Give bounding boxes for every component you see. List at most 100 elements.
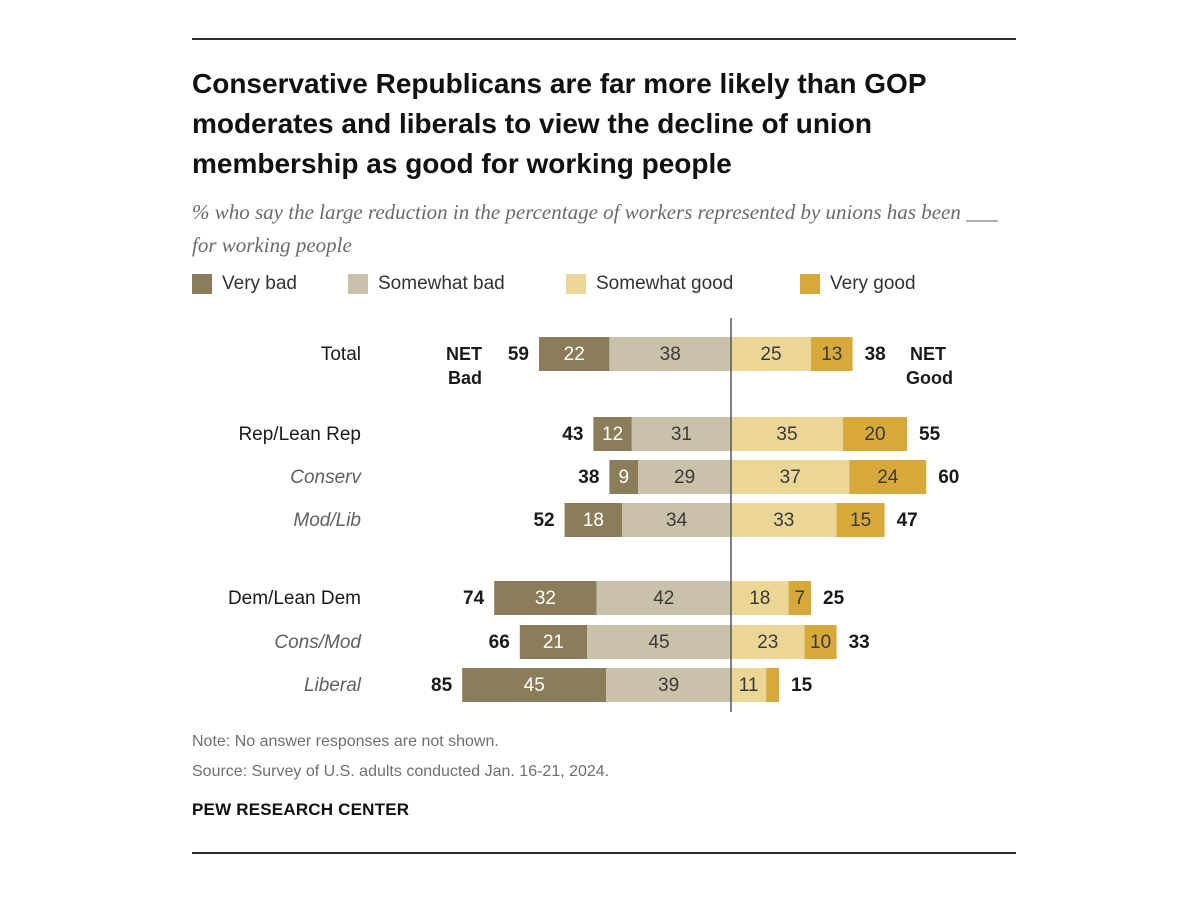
bar-segment-very-good <box>766 668 779 702</box>
bar-segment-very-bad <box>462 668 607 702</box>
net-bad-value: 85 <box>431 675 453 696</box>
segment-label: 25 <box>760 344 781 365</box>
bar-segment-very-good <box>843 417 907 451</box>
segment-label: 33 <box>773 510 794 531</box>
bar-segment-somewhat-bad <box>606 668 731 702</box>
segment-label: 37 <box>780 467 801 488</box>
segment-label: 18 <box>583 510 604 531</box>
segment-label: 38 <box>660 344 681 365</box>
category-label: Mod/Lib <box>293 510 361 531</box>
bar-segment-very-bad <box>519 625 587 659</box>
brand-label: PEW RESEARCH CENTER <box>192 800 410 819</box>
net-good-value: 60 <box>938 467 959 488</box>
segment-label: 31 <box>671 424 692 445</box>
bar-segment-very-bad <box>593 417 632 451</box>
net-good-header: Good <box>906 368 953 388</box>
net-good-value: 47 <box>897 510 918 531</box>
net-good-value: 38 <box>865 344 886 365</box>
segment-label: 24 <box>877 467 899 488</box>
category-label: Liberal <box>304 675 362 696</box>
bar-segment-very-bad <box>539 337 610 371</box>
segment-label: 15 <box>850 510 871 531</box>
net-good-value: 25 <box>823 588 845 609</box>
bar-segment-very-bad <box>564 503 623 537</box>
chart-source: Source: Survey of U.S. adults conducted … <box>192 763 610 780</box>
legend-item-very-bad: Very bad <box>192 270 297 298</box>
bar-segment-somewhat-good <box>731 625 805 659</box>
net-bad-value: 38 <box>578 467 599 488</box>
legend-item-somewhat-good: Somewhat good <box>566 270 733 298</box>
bar-segment-very-bad <box>609 460 639 494</box>
segment-label: 18 <box>749 588 770 609</box>
legend-swatch-somewhat-good <box>566 274 586 294</box>
segment-label: 21 <box>543 632 564 653</box>
category-label: Rep/Lean Rep <box>238 424 361 445</box>
bar-segment-very-good <box>836 503 885 537</box>
legend-label-somewhat-bad: Somewhat bad <box>378 273 505 294</box>
bar-segment-somewhat-bad <box>622 503 731 537</box>
bar-segment-somewhat-bad <box>638 460 731 494</box>
segment-label: 9 <box>619 467 630 488</box>
net-bad-value: 43 <box>562 424 583 445</box>
legend-label-very-good: Very good <box>830 273 916 294</box>
bar-segment-somewhat-good <box>731 668 767 702</box>
bar-segment-somewhat-good <box>731 337 811 371</box>
segment-label: 12 <box>602 424 623 445</box>
net-good-header: NET <box>910 344 946 364</box>
segment-label: 45 <box>648 632 669 653</box>
chart-note: Note: No answer responses are not shown. <box>192 733 499 750</box>
bar-segment-very-good <box>849 460 927 494</box>
segment-label: 11 <box>739 675 759 696</box>
segment-label: 42 <box>653 588 674 609</box>
net-good-value: 15 <box>791 675 813 696</box>
legend-swatch-somewhat-bad <box>348 274 368 294</box>
segment-label: 39 <box>658 675 679 696</box>
segment-label: 13 <box>821 344 842 365</box>
legend-swatch-very-good <box>800 274 820 294</box>
net-bad-header: NET <box>446 344 482 364</box>
segment-label: 7 <box>795 588 806 609</box>
segment-label: 34 <box>666 510 688 531</box>
category-label: Total <box>321 344 361 365</box>
segment-label: 10 <box>810 632 831 653</box>
legend-swatch-very-bad <box>192 274 212 294</box>
category-label: Dem/Lean Dem <box>228 588 361 609</box>
net-bad-value: 66 <box>489 632 510 653</box>
bar-segment-somewhat-bad <box>609 337 731 371</box>
segment-label: 32 <box>535 588 556 609</box>
legend-label-very-bad: Very bad <box>222 273 297 294</box>
segment-label: 23 <box>757 632 778 653</box>
bar-segment-somewhat-good <box>731 460 850 494</box>
net-bad-header: Bad <box>448 368 482 388</box>
bar-segment-somewhat-good <box>731 503 837 537</box>
net-bad-value: 52 <box>533 510 554 531</box>
segment-label: 20 <box>864 424 885 445</box>
segment-label: 35 <box>776 424 797 445</box>
legend-item-somewhat-bad: Somewhat bad <box>348 270 505 298</box>
top-rule <box>192 38 1016 40</box>
category-label: Cons/Mod <box>274 632 362 653</box>
bar-segment-somewhat-bad <box>587 625 731 659</box>
bar-segment-very-bad <box>494 581 597 615</box>
bar-segment-somewhat-good <box>731 417 843 451</box>
chart-subtitle: % who say the large reduction in the per… <box>192 200 998 257</box>
bar-segment-very-good <box>788 581 811 615</box>
net-good-value: 33 <box>849 632 870 653</box>
segment-label: 22 <box>564 344 585 365</box>
legend-label-somewhat-good: Somewhat good <box>596 273 734 294</box>
bottom-rule <box>192 852 1016 854</box>
bar-segment-very-good <box>804 625 837 659</box>
net-bad-value: 74 <box>463 588 485 609</box>
bar-segment-somewhat-good <box>731 581 789 615</box>
segment-label: 45 <box>524 675 545 696</box>
net-bad-value: 59 <box>508 344 529 365</box>
bar-segment-very-good <box>811 337 853 371</box>
segment-label: 29 <box>674 467 695 488</box>
category-label: Conserv <box>290 467 362 488</box>
chart-title: Conservative Republicans are far more li… <box>192 68 926 179</box>
net-good-value: 55 <box>919 424 941 445</box>
legend-item-very-good: Very good <box>800 270 916 298</box>
bar-segment-somewhat-bad <box>596 581 731 615</box>
bar-segment-somewhat-bad <box>631 417 731 451</box>
